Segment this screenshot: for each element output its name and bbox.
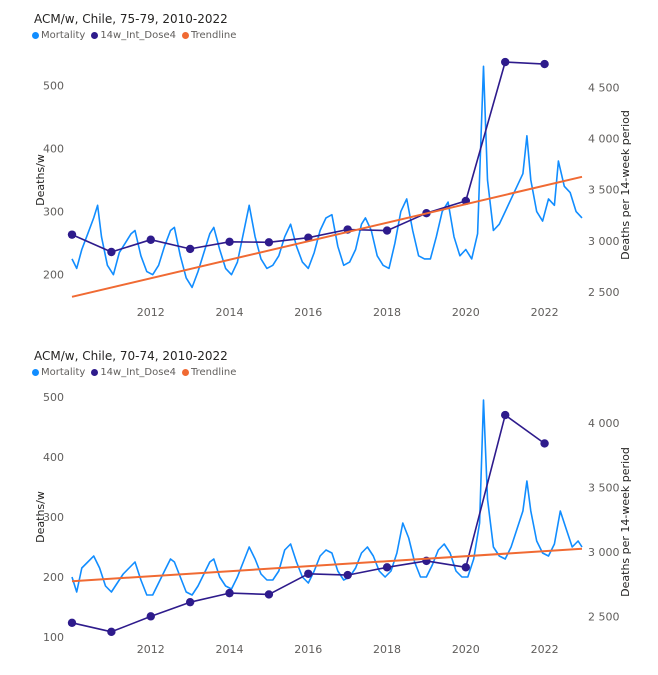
- chart-title: ACM/w, Chile, 70-74, 2010-2022: [34, 349, 228, 363]
- dose-point[interactable]: [540, 59, 549, 69]
- x-tick-label: 2016: [294, 643, 322, 656]
- legend-marker-mortality: [32, 369, 39, 376]
- legend-label: Mortality: [41, 30, 86, 41]
- series-line-mortality[interactable]: [71, 65, 583, 289]
- y-axis-title: Deaths/w: [34, 154, 47, 206]
- series-line-14w-int-dose4[interactable]: [71, 414, 546, 633]
- legend-item-mortality[interactable]: Mortality: [32, 367, 85, 378]
- dose-point[interactable]: [185, 244, 195, 254]
- y2-tick-label: 4 000: [588, 133, 620, 146]
- x-tick-label: 2018: [373, 306, 401, 319]
- dose-point[interactable]: [67, 618, 77, 628]
- chart-legend: Mortality 14w_Int_Dose4 Trendline: [32, 367, 236, 378]
- y2-tick-label: 3 000: [588, 546, 620, 559]
- series-line-mortality[interactable]: [71, 399, 583, 596]
- y-tick-label: 200: [43, 571, 64, 584]
- y2-tick-label: 4 000: [588, 417, 620, 430]
- legend-marker-trendline: [181, 32, 189, 39]
- chart-title: ACM/w, Chile, 75-79, 2010-2022: [34, 12, 228, 26]
- y-tick-label: 300: [43, 511, 64, 524]
- y2-tick-label: 3 500: [588, 184, 620, 197]
- y2-axis-title: Deaths per 14-week period: [619, 110, 632, 260]
- dose-point[interactable]: [264, 238, 274, 247]
- dose-point[interactable]: [382, 563, 392, 572]
- y2-tick-label: 2 500: [588, 610, 620, 623]
- dose-point[interactable]: [225, 237, 234, 246]
- dose-point[interactable]: [501, 410, 510, 420]
- chart-legend: Mortality 14w_Int_Dose4 Trendline: [32, 30, 236, 41]
- y-tick-label: 100: [43, 631, 64, 644]
- legend-item-trendline[interactable]: Trendline: [181, 367, 237, 378]
- y2-axis-title: Deaths per 14-week period: [619, 447, 632, 597]
- legend-label: Mortality: [41, 367, 86, 378]
- x-tick-label: 2022: [531, 643, 559, 656]
- y-tick-label: 400: [43, 451, 64, 464]
- x-tick-label: 2012: [137, 643, 165, 656]
- dose-point[interactable]: [107, 247, 116, 257]
- y-tick-label: 500: [43, 391, 64, 404]
- chart-panel-2: ACM/w, Chile, 70-74, 2010-2022 Mortality…: [0, 337, 658, 672]
- series-line-trendline[interactable]: [71, 175, 583, 298]
- dose-point[interactable]: [107, 627, 116, 637]
- y-tick-label: 500: [43, 79, 64, 92]
- legend-marker-dose: [91, 32, 99, 39]
- chart-plot[interactable]: 200 300 400 500 2 500 3 000 3 500 4 000 4 500 201…: [0, 0, 658, 335]
- dose-point[interactable]: [304, 569, 313, 578]
- x-tick-label: 2022: [531, 306, 559, 319]
- dose-point[interactable]: [343, 570, 352, 580]
- legend-item-mortality[interactable]: Mortality: [32, 30, 85, 41]
- legend-item-dose[interactable]: 14w_Int_Dose4: [91, 30, 176, 41]
- dose-point[interactable]: [501, 57, 510, 67]
- dose-point[interactable]: [185, 597, 195, 607]
- legend-item-dose[interactable]: 14w_Int_Dose4: [91, 367, 176, 378]
- chart-panel-1: ACM/w, Chile, 75-79, 2010-2022 Mortality…: [0, 0, 658, 335]
- x-tick-label: 2020: [452, 643, 480, 656]
- y2-tick-label: 2 500: [588, 286, 620, 299]
- x-tick-label: 2014: [216, 643, 244, 656]
- y2-tick-label: 4 500: [588, 82, 620, 95]
- legend-label: Trendline: [190, 367, 237, 378]
- series-line-trendline[interactable]: [71, 547, 583, 583]
- x-tick-label: 2014: [216, 306, 244, 319]
- x-tick-label: 2016: [294, 306, 322, 319]
- dose-point[interactable]: [382, 226, 392, 235]
- dose-point[interactable]: [67, 230, 77, 239]
- y-axis-title: Deaths/w: [34, 491, 47, 543]
- x-tick-label: 2012: [137, 306, 165, 319]
- dose-point[interactable]: [264, 590, 274, 599]
- dose-point[interactable]: [461, 563, 471, 572]
- y2-tick-label: 3 000: [588, 235, 620, 248]
- dose-point[interactable]: [225, 588, 234, 598]
- dose-point[interactable]: [540, 439, 549, 448]
- legend-marker-dose: [91, 369, 99, 376]
- chart-plot[interactable]: 100 200 300 400 500 2 500 3 000 3 500 4 000 2012 2…: [0, 337, 658, 672]
- y-tick-label: 400: [43, 142, 64, 155]
- legend-label: 14w_Int_Dose4: [100, 30, 176, 41]
- x-tick-label: 2020: [452, 306, 480, 319]
- dose-point[interactable]: [146, 612, 155, 621]
- legend-marker-trendline: [181, 369, 189, 376]
- series-line-14w-int-dose4[interactable]: [71, 61, 545, 253]
- dose-point[interactable]: [146, 235, 155, 244]
- x-tick-label: 2018: [373, 643, 401, 656]
- legend-marker-mortality: [32, 32, 39, 39]
- legend-label: 14w_Int_Dose4: [100, 367, 176, 378]
- y-tick-label: 300: [43, 206, 64, 219]
- y-tick-label: 200: [43, 269, 64, 282]
- legend-item-trendline[interactable]: Trendline: [181, 30, 237, 41]
- y2-tick-label: 3 500: [588, 481, 620, 494]
- legend-label: Trendline: [190, 30, 237, 41]
